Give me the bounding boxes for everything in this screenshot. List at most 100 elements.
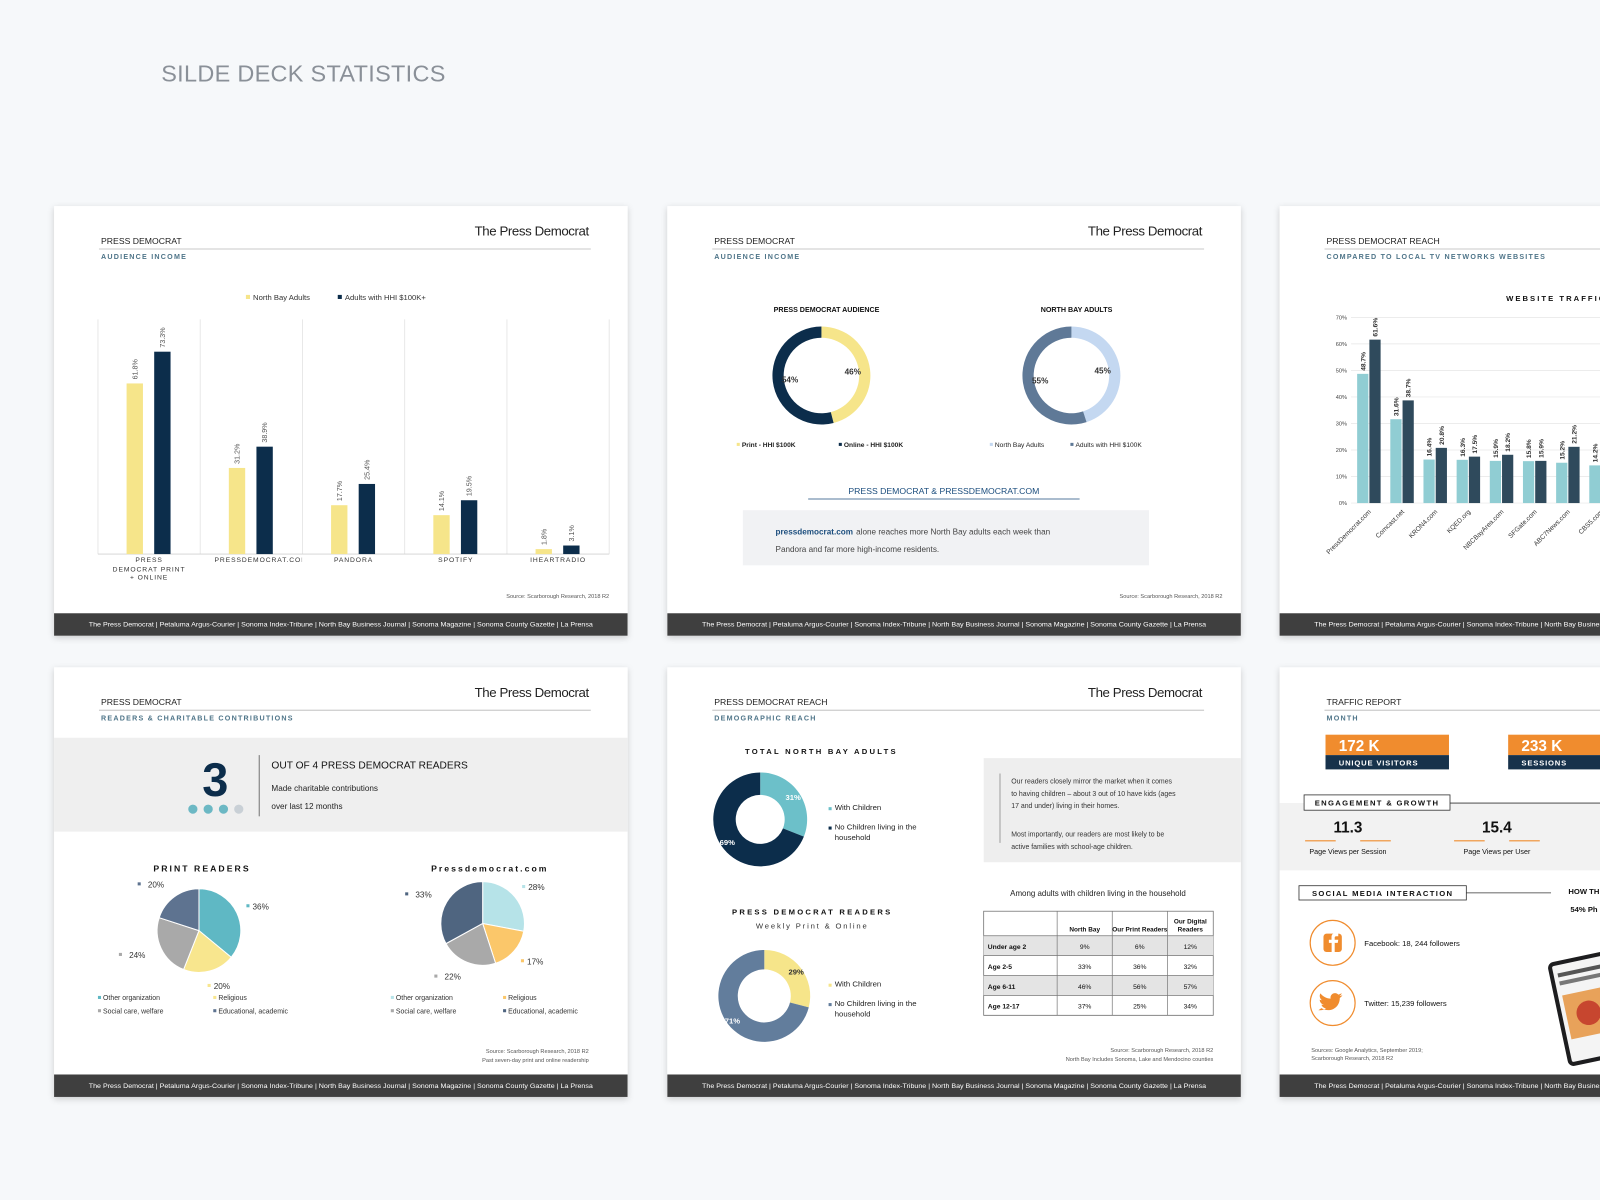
facebook-glyph <box>1328 932 1339 953</box>
x-tick-label: SPOTIFY <box>438 557 474 565</box>
metric-value: 11.3 <box>1333 820 1362 837</box>
social-item: Facebook: 18, 244 followers <box>1364 939 1460 948</box>
kpi-value-box <box>1325 734 1449 756</box>
legend-label: Social care, welfare <box>396 1008 457 1015</box>
value-label: 24% <box>129 951 145 960</box>
section-label-box <box>1298 885 1467 901</box>
table-cell: 12% <box>1184 944 1197 951</box>
value-label: 20.8% <box>1439 426 1446 445</box>
value-label: 46% <box>845 368 862 377</box>
bar <box>154 351 171 555</box>
donut-slice <box>760 772 808 837</box>
bar <box>1589 465 1600 504</box>
slide: PRESS DEMOCRAT AUDIENCE INCOME The Press D… <box>54 206 628 636</box>
legend-label: Online - HHI $100K <box>844 442 903 449</box>
source: Past seven-day print and online readersh… <box>482 1058 589 1064</box>
slide-title: PRESS DEMOCRAT <box>101 697 182 707</box>
stat-dot <box>188 804 198 814</box>
x-tick-label: PRESS DEMOCRAT PRINT + ONLINE <box>112 557 186 582</box>
footer-bar <box>1279 613 1600 636</box>
legend-swatch <box>989 442 993 446</box>
legend-label-box: No Children living in the household <box>835 822 917 841</box>
value-label: 45% <box>1095 367 1112 376</box>
slide-title: PRESS DEMOCRAT REACH <box>1327 236 1440 246</box>
pie-slice <box>440 881 484 945</box>
value-label: 21.2% <box>1572 425 1579 444</box>
legend-swatch <box>1070 442 1074 446</box>
legend-label: Social care, welfare <box>103 1008 164 1015</box>
y-tick-label: 70% <box>1336 315 1347 321</box>
bar <box>1369 339 1381 504</box>
kpi-label-box <box>1508 755 1600 770</box>
bar <box>1402 400 1414 504</box>
legend-swatch <box>118 952 122 956</box>
slide: PRESS DEMOCRAT READERS & CHARITABLE CONTR… <box>54 667 628 1097</box>
x-tick-label-box: PRESS DEMOCRAT PRINT + ONLINE <box>112 557 186 582</box>
x-tick-label-box: SPOTIFY <box>438 557 474 565</box>
bar <box>331 505 348 555</box>
source: Scarborough Research, 2018 R2 <box>1311 1056 1393 1062</box>
side-text: 54% Ph <box>1570 905 1598 914</box>
pie-slice <box>156 917 200 971</box>
value-label: 73.3% <box>159 327 167 348</box>
legend-swatch <box>520 959 524 963</box>
table-cell: Age 12-17 <box>988 1004 1020 1011</box>
legend-label: No Children living in the household <box>834 998 917 1018</box>
legend-label: Print - HHI $100K <box>742 442 796 449</box>
bar <box>1502 454 1514 504</box>
kpi-label-box <box>1325 755 1449 770</box>
bar <box>460 500 478 555</box>
tablet-illustration <box>1548 947 1600 1066</box>
table-cell: 25% <box>1133 1004 1146 1011</box>
bar <box>1522 461 1535 504</box>
table-header: North Bay <box>1069 926 1101 934</box>
value-label: 55% <box>1032 377 1049 386</box>
bar <box>1357 373 1369 504</box>
value-label: 31.6% <box>1393 397 1400 416</box>
pie-title: PRINT READERS <box>153 863 250 873</box>
table-cell: 33% <box>1078 964 1091 971</box>
table-header-box: North Bay <box>1069 926 1101 934</box>
bar <box>1535 460 1547 504</box>
table-cell: 37% <box>1078 1004 1091 1011</box>
stat-dot <box>218 804 229 814</box>
table-row-shade <box>983 975 1214 996</box>
kpi-value: 233 K <box>1521 738 1562 755</box>
footer-bar <box>54 1074 628 1097</box>
slide: PRESS DEMOCRAT AUDIENCE INCOME The Press D… <box>667 206 1241 636</box>
footer-text: The Press Democrat | Petaluma Argus-Cour… <box>702 622 1207 629</box>
legend-label-box: With Children <box>835 980 882 989</box>
legend-swatch <box>434 974 438 978</box>
slide-title: TRAFFIC REPORT <box>1327 697 1403 707</box>
footer-bar <box>54 613 628 636</box>
bar <box>563 545 580 555</box>
x-tick-label: PANDORA <box>333 557 374 565</box>
value-label: 33% <box>415 890 431 899</box>
legend-swatch <box>503 1009 507 1013</box>
x-tick-label-box: PRESSDEMOCRAT.COM <box>214 557 303 565</box>
bar <box>1556 462 1568 504</box>
legend-swatch <box>246 904 250 908</box>
slide-subtitle: READERS & CHARITABLE CONTRIBUTIONS <box>101 714 294 722</box>
table-cell: 9% <box>1080 944 1090 951</box>
note-line: Most importantly, our readers are most l… <box>1011 832 1164 839</box>
legend-swatch <box>245 294 250 299</box>
logo: The Press Democrat <box>1088 224 1203 239</box>
stat-line: Made charitable contributions <box>271 784 378 793</box>
kpi-value: 172 K <box>1339 738 1380 755</box>
tablet-photo-detail <box>1576 1000 1600 1026</box>
y-tick-label: 60% <box>1336 342 1347 348</box>
slide-subtitle: MONTH <box>1327 714 1359 722</box>
y-tick-label: 40% <box>1336 395 1347 401</box>
metric-label: Page Views per User <box>1464 848 1531 856</box>
x-tick-label: PRESSDEMOCRAT.COM <box>214 557 303 565</box>
value-label: 61.8% <box>131 358 139 379</box>
bar <box>1423 459 1435 504</box>
y-tick-label: 20% <box>1336 448 1347 454</box>
donut-title: TOTAL NORTH BAY ADULTS <box>745 747 898 756</box>
callout-line: Pandora and far more high-income residen… <box>776 545 940 554</box>
table-header-box: Our Print Readers <box>1112 926 1167 933</box>
footer-text: The Press Democrat | Petaluma Argus-Cour… <box>702 1083 1207 1090</box>
value-label: 16.4% <box>1427 438 1434 457</box>
